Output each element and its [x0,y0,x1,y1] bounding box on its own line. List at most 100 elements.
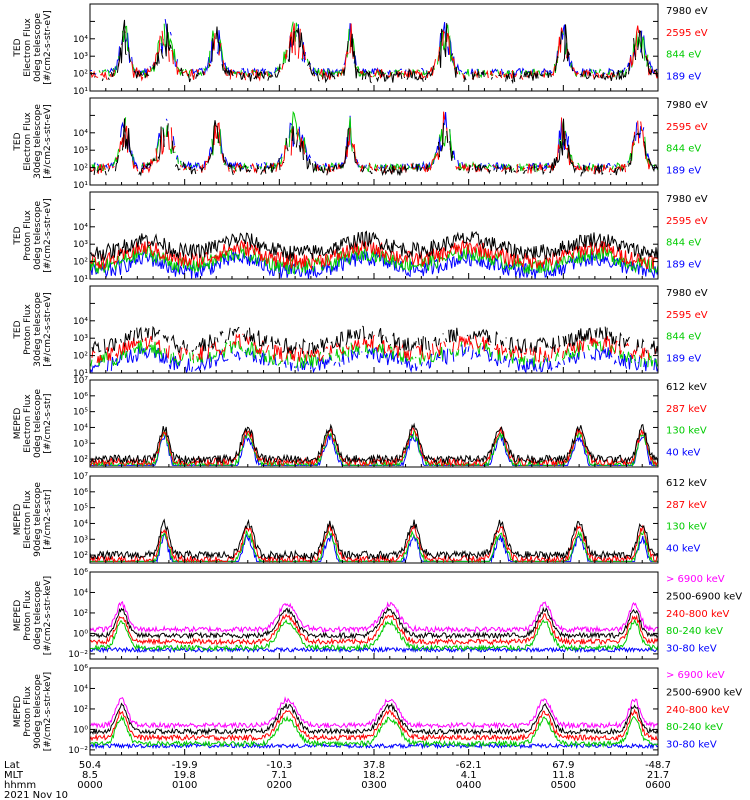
ytick-label: 10⁴ [73,684,88,694]
y-axis-label-line: [#/cm2-s-str-keV] [43,672,53,751]
ytick-label: 10¹ [73,87,88,97]
y-axis-label-line: 0deg telescope [33,389,43,459]
panel-frame [89,3,659,92]
panel-frame [89,667,659,756]
y-axis-label-line: MEPED [13,504,23,536]
y-axis-label: TEDElectron Flux30deg telescope[#/cm2-s-… [13,104,53,179]
panel-1: 10¹ 10² 10³ 10⁴ TEDElectron Flux0deg telesco… [13,3,708,97]
ytick-label: 10² [73,705,88,715]
series-1 [89,600,659,634]
ytick-label: 10³ [73,146,88,156]
y-axis-label-line: [#/cm2-s-str] [43,393,53,453]
y-axis-label: TEDElectron Flux0deg telescope[#/cm2-s-s… [13,10,53,85]
legend-entry: 2595 eV [666,122,708,133]
x-axis-value: -48.7 [645,760,671,771]
legend-entry: 240-800 keV [666,705,730,716]
ytick-label: 10⁴ [73,35,88,45]
legend-entry: 612 keV [666,478,707,489]
x-axis-value: 4.1 [461,770,477,781]
legend-entry: 80-240 keV [666,722,723,733]
y-axis-label-line: 90deg telescope [33,674,43,749]
y-axis-label: TEDProton Flux30deg telescope[#/cm2-s-st… [13,292,53,367]
x-axis-row-label: hhmm [4,780,36,791]
legend-entry: 40 keV [666,447,700,458]
series-2 [89,606,659,640]
y-axis-label-line: Electron Flux [23,18,33,77]
x-axis-value: 0200 [267,780,292,791]
y-axis-label: TEDProton Flux0deg telescope[#/cm2-s-str… [13,198,53,273]
x-axis-value: 11.8 [552,770,574,781]
y-axis-label-line: [#/cm2-s-str-keV] [43,576,53,655]
panel-8: 10⁻² 10⁰ 10² 10⁴ 10⁶ MEPEDProton Flux90deg te… [13,664,742,756]
series-5 [89,646,659,654]
y-axis-label-line: TED [13,38,23,57]
legend-entry: 80-240 keV [666,626,723,637]
legend-entry: 612 keV [666,382,707,393]
x-axis-value: 37.8 [363,760,385,771]
y-axis-label: MEPEDElectron Flux0deg telescope[#/cm2-s… [13,389,53,459]
y-axis-label-line: [#/cm2-s-str-eV] [43,198,53,273]
series-1 [89,696,659,730]
legend-entry: 844 eV [666,50,701,61]
ytick-label: 10³ [73,240,88,250]
y-axis-label: MEPEDProton Flux90deg telescope[#/cm2-s-… [13,672,53,751]
panel-frame [89,379,659,468]
legend-entry: 7980 eV [666,6,708,17]
y-axis-label-line: TED [13,132,23,151]
y-axis-label-line: 0deg telescope [33,581,43,651]
panel-frame [89,97,659,186]
ytick-label: 10⁷ [73,376,88,386]
ytick-label: 10³ [73,334,88,344]
y-axis-label-line: Electron Flux [23,112,33,171]
series-1 [91,325,659,355]
y-axis-label-line: [#/cm2-s-str-eV] [43,104,53,179]
ytick-label: 10⁴ [73,519,88,529]
y-axis-label-line: TED [13,320,23,339]
ytick-label: 10⁴ [73,588,88,598]
x-axis-value: 21.7 [647,770,669,781]
x-axis-value: 0000 [77,780,102,791]
ytick-label: 10² [73,258,88,268]
series-5 [89,741,659,750]
y-axis-label-line: Proton Flux [23,590,33,641]
x-axis-row-label: MLT [4,770,24,781]
x-axis-value: 0500 [551,780,576,791]
date-label: 2021 Nov 10 [4,790,68,800]
x-axis-value: 0300 [361,780,386,791]
legend-entry: 240-800 keV [666,609,730,620]
x-axis-value: -10.3 [266,760,292,771]
y-axis-label-line: Electron Flux [23,490,33,549]
legend-entry: 130 keV [666,426,707,437]
panel-7: 10⁻² 10⁰ 10² 10⁴ 10⁶ MEPEDProton Flux0deg tel… [13,568,742,660]
x-axis-value: 19.8 [174,770,196,781]
ytick-label: 10⁶ [73,664,88,674]
legend-entry: 844 eV [666,144,701,155]
ytick-label: 10⁶ [73,488,88,498]
series-1 [90,422,659,465]
ytick-label: 10⁵ [73,408,88,418]
series-2 [89,239,659,271]
ytick-label: 10² [73,609,88,619]
series-2 [90,23,659,82]
x-axis-value: 8.5 [82,770,98,781]
ytick-label: 10⁰ [73,725,88,735]
series-2 [89,702,659,736]
panel-6: 10² 10³ 10⁴ 10⁵ 10⁶ 10⁷ MEPEDElectron Flux90de… [13,472,707,564]
y-axis-label-line: Proton Flux [23,686,33,737]
ytick-label: 10² [73,551,88,561]
y-axis-label-line: Proton Flux [23,304,33,355]
series-4 [90,618,659,653]
x-axis-value: 18.2 [363,770,385,781]
legend-entry: 7980 eV [666,100,708,111]
legend-entry: > 6900 keV [666,670,725,681]
legend-entry: 287 keV [666,500,707,511]
y-axis-label-line: 30deg telescope [33,292,43,367]
y-axis-label-line: [#/cm2-s-str-eV] [43,10,53,85]
ytick-label: 10⁵ [73,504,88,514]
series-1 [89,230,659,262]
legend-entry: 130 keV [666,522,707,533]
ytick-label: 10⁶ [73,392,88,402]
panel-4: 10¹ 10² 10³ 10⁴ TEDProton Flux30deg telescop… [13,285,708,379]
y-axis-label-line: TED [13,226,23,245]
